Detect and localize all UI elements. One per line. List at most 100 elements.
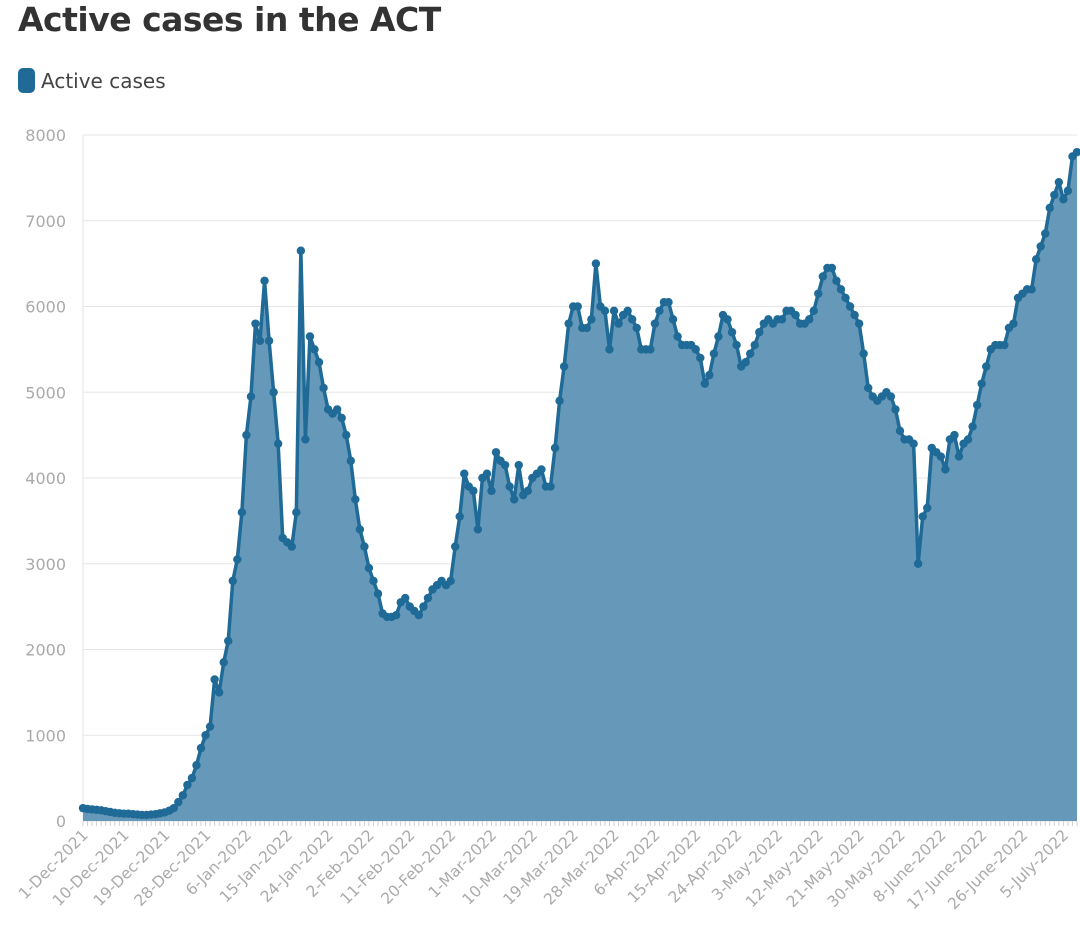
data-point bbox=[977, 379, 986, 388]
data-point bbox=[668, 315, 678, 324]
data-point bbox=[1045, 203, 1054, 213]
data-point bbox=[864, 383, 873, 393]
data-point bbox=[646, 345, 655, 354]
data-point bbox=[609, 306, 619, 315]
data-point bbox=[314, 358, 324, 367]
data-point bbox=[628, 315, 637, 324]
data-point bbox=[854, 319, 864, 328]
data-point bbox=[1009, 319, 1018, 328]
data-point bbox=[246, 392, 256, 401]
data-point bbox=[573, 302, 582, 311]
data-point bbox=[850, 310, 859, 320]
data-point bbox=[292, 508, 301, 517]
data-point bbox=[709, 349, 719, 358]
data-point bbox=[968, 422, 977, 431]
data-point bbox=[296, 246, 306, 255]
data-point bbox=[555, 396, 564, 406]
data-point bbox=[746, 349, 755, 358]
data-point bbox=[950, 430, 959, 440]
data-point bbox=[809, 306, 818, 315]
data-point bbox=[346, 456, 355, 466]
data-point bbox=[941, 465, 950, 474]
data-point bbox=[727, 328, 737, 337]
data-point bbox=[469, 486, 478, 496]
data-point bbox=[233, 555, 242, 564]
y-tick-label: 8000 bbox=[25, 126, 66, 145]
data-point bbox=[895, 426, 905, 436]
data-point bbox=[936, 452, 946, 461]
data-point bbox=[664, 298, 673, 307]
legend-label: Active cases bbox=[41, 68, 166, 93]
y-tick-label: 3000 bbox=[25, 555, 66, 574]
data-point bbox=[264, 336, 274, 345]
data-point bbox=[401, 593, 410, 603]
data-point bbox=[537, 465, 546, 474]
data-point bbox=[319, 383, 328, 393]
data-point bbox=[886, 392, 896, 401]
data-point bbox=[332, 405, 342, 414]
data-point bbox=[178, 791, 188, 800]
data-point bbox=[564, 319, 573, 328]
data-point bbox=[546, 482, 555, 491]
data-point bbox=[741, 358, 750, 367]
data-point bbox=[1000, 340, 1009, 350]
data-point bbox=[1036, 242, 1045, 251]
data-point bbox=[827, 263, 837, 273]
data-point bbox=[1054, 177, 1064, 187]
data-point bbox=[1059, 195, 1068, 204]
data-point bbox=[587, 315, 596, 324]
data-point bbox=[836, 285, 846, 294]
data-point bbox=[423, 593, 433, 603]
data-point bbox=[1041, 229, 1050, 238]
data-point bbox=[310, 345, 319, 354]
data-point bbox=[391, 611, 401, 620]
data-point bbox=[805, 315, 814, 324]
data-point bbox=[364, 563, 374, 573]
data-point bbox=[260, 276, 269, 285]
data-point bbox=[482, 469, 492, 478]
data-point bbox=[791, 310, 800, 320]
data-point bbox=[582, 323, 592, 333]
data-point bbox=[446, 576, 455, 586]
y-tick-label: 6000 bbox=[25, 298, 66, 317]
data-point bbox=[450, 542, 460, 551]
data-point bbox=[192, 761, 201, 770]
data-point bbox=[814, 289, 823, 298]
data-point bbox=[1031, 255, 1041, 264]
y-tick-label: 7000 bbox=[25, 212, 66, 231]
data-point bbox=[1072, 147, 1080, 157]
y-tick-label: 0 bbox=[56, 812, 66, 831]
data-point bbox=[655, 306, 664, 315]
data-point bbox=[696, 353, 705, 363]
data-point bbox=[355, 525, 365, 534]
data-point bbox=[273, 439, 283, 448]
data-point bbox=[287, 542, 296, 551]
data-point bbox=[360, 542, 369, 551]
data-point bbox=[723, 315, 732, 324]
data-point bbox=[750, 340, 759, 350]
data-point bbox=[1027, 285, 1036, 294]
data-point bbox=[251, 319, 260, 328]
data-point bbox=[255, 336, 265, 345]
data-point bbox=[210, 675, 219, 684]
data-point bbox=[623, 306, 632, 315]
data-point bbox=[187, 773, 197, 783]
data-point bbox=[1050, 190, 1059, 200]
data-point bbox=[982, 362, 991, 371]
data-point bbox=[523, 486, 532, 496]
data-point bbox=[591, 259, 601, 268]
data-point bbox=[455, 512, 464, 521]
y-axis-ticks: 0 1000 2000 3000 4000 5000 6000 7000 8000 bbox=[25, 126, 66, 831]
data-point bbox=[491, 448, 501, 457]
data-point bbox=[242, 430, 251, 440]
chart-title: Active cases in the ACT bbox=[18, 0, 441, 39]
data-point bbox=[500, 460, 510, 470]
data-point bbox=[614, 319, 623, 328]
y-tick-label: 2000 bbox=[25, 641, 66, 660]
data-point bbox=[219, 658, 228, 667]
data-point bbox=[373, 589, 383, 598]
series-area-active-cases bbox=[83, 152, 1077, 821]
legend-swatch bbox=[18, 68, 35, 93]
data-point bbox=[705, 370, 714, 380]
data-point bbox=[414, 611, 424, 620]
